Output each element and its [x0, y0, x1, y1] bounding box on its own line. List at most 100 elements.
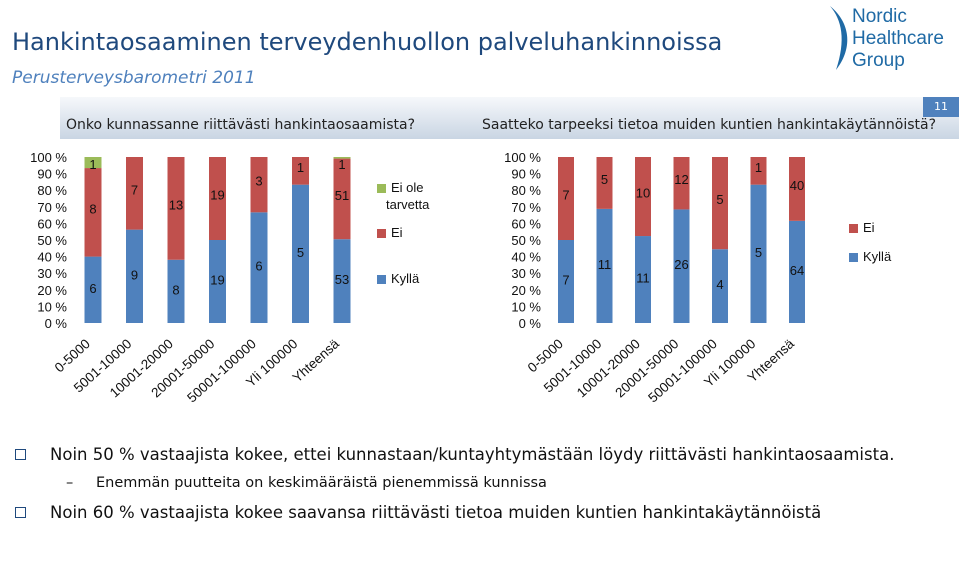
y-tick-label: 60 % — [511, 216, 541, 231]
nordic-healthcare-logo: Nordic Healthcare Group — [830, 6, 944, 71]
logo-swoosh-icon — [830, 6, 848, 70]
legend-label: Ei — [391, 225, 403, 240]
data-label: 40 — [790, 178, 804, 193]
bar-segment-kylla — [209, 240, 226, 323]
data-label: 11 — [636, 271, 650, 286]
data-label: 64 — [790, 263, 804, 278]
data-label: 8 — [172, 282, 179, 297]
data-label: 4 — [716, 277, 723, 292]
data-label: 26 — [674, 257, 688, 272]
data-label: 11 — [598, 257, 612, 272]
data-label: 51 — [335, 188, 349, 203]
page-number: 11 — [923, 97, 959, 117]
data-label: 53 — [335, 272, 349, 287]
bar-segment-ei — [167, 157, 185, 260]
legend-label: Ei ole — [391, 180, 424, 195]
bullet-item: Noin 60 % vastaajista kokee saavansa rii… — [10, 502, 950, 523]
y-tick-label: 0 % — [45, 316, 68, 331]
bar-segment-ei — [750, 157, 767, 185]
data-label: 5 — [755, 245, 762, 260]
y-tick-label: 90 % — [511, 167, 541, 182]
data-label: 5 — [601, 172, 608, 187]
bar-segment-ei — [596, 157, 613, 209]
bar-segment-ei — [635, 157, 651, 237]
page-subtitle: Perusterveysbarometri 2011 — [12, 68, 256, 88]
y-tick-label: 30 % — [511, 266, 541, 281]
bar-segment-ei — [673, 157, 690, 210]
bar-segment-ei — [333, 158, 351, 240]
data-label: 7 — [562, 188, 569, 203]
legend-swatch — [377, 275, 386, 284]
y-tick-label: 50 % — [37, 233, 67, 248]
logo-line: Nordic — [852, 6, 907, 27]
data-label: 1 — [297, 160, 304, 175]
y-tick-label: 60 % — [37, 216, 67, 231]
bullet-text: Noin 60 % vastaajista kokee saavansa rii… — [50, 503, 822, 522]
bar-segment-kylla — [596, 208, 613, 323]
data-label: 6 — [89, 281, 96, 296]
y-tick-label: 70 % — [37, 200, 67, 215]
sub-bullet-text: Enemmän puutteita on keskimääräistä pien… — [96, 475, 547, 491]
data-label: 5 — [716, 192, 723, 207]
y-tick-label: 90 % — [37, 167, 67, 182]
bar-segment-ei — [209, 157, 226, 240]
checkbox-bullet-icon — [15, 507, 26, 518]
bullet-text: Noin 50 % vastaajista kokee, ettei kunna… — [50, 445, 895, 464]
data-label: 3 — [255, 174, 262, 189]
chart2-question: Saatteko tarpeeksi tietoa muiden kuntien… — [482, 117, 937, 133]
y-tick-label: 20 % — [37, 283, 67, 298]
bullet-list: Noin 50 % vastaajista kokee, ettei kunna… — [10, 444, 950, 523]
y-tick-label: 0 % — [519, 316, 542, 331]
bar-segment-kylla — [673, 209, 690, 323]
y-tick-label: 80 % — [511, 183, 541, 198]
bar-segment-kylla — [789, 220, 805, 323]
legend-swatch — [849, 224, 858, 233]
bar-segment-kylla — [84, 256, 102, 323]
bar-segment-ei-ole-tarvetta — [84, 157, 102, 169]
checkbox-bullet-icon — [15, 449, 26, 460]
bar-segment-kylla — [167, 259, 185, 323]
data-label: 6 — [255, 259, 262, 274]
y-tick-label: 80 % — [37, 183, 67, 198]
bar-segment-ei — [292, 157, 309, 185]
bar-segment-ei — [84, 168, 102, 257]
bar-segment-kylla — [333, 239, 351, 323]
bar-segment-kylla — [750, 184, 767, 323]
data-label: 7 — [562, 273, 569, 288]
bar-segment-kylla — [635, 236, 651, 323]
y-tick-label: 20 % — [511, 283, 541, 298]
y-tick-label: 70 % — [511, 200, 541, 215]
legend-label: tarvetta — [386, 197, 430, 212]
bar-segment-ei-ole-tarvetta — [333, 157, 351, 159]
logo-line: Healthcare — [852, 28, 944, 49]
y-tick-label: 100 % — [30, 150, 67, 165]
y-tick-label: 40 % — [37, 250, 67, 265]
bar-segment-ei — [789, 157, 805, 221]
data-label: 1 — [89, 157, 96, 172]
data-label: 12 — [674, 172, 688, 187]
data-label: 19 — [210, 273, 224, 288]
y-tick-label: 10 % — [37, 299, 67, 314]
data-label: 13 — [169, 197, 183, 212]
charts-canvas: 100 %90 %80 %70 %60 %50 %40 %30 %20 %10 … — [30, 150, 892, 406]
legend-label: Ei — [863, 220, 875, 235]
bar-segment-ei — [250, 157, 268, 213]
data-label: 1 — [338, 157, 345, 172]
bar-segment-kylla — [126, 229, 143, 323]
data-label: 5 — [297, 245, 304, 260]
page-title: Hankintaosaaminen terveydenhuollon palve… — [12, 28, 723, 56]
x-tick-label: Yhteensä — [290, 336, 343, 386]
data-label: 9 — [131, 267, 138, 282]
legend-swatch — [377, 229, 386, 238]
sub-bullet-item: – Enemmän puutteita on keskimääräistä pi… — [10, 473, 950, 493]
y-tick-label: 30 % — [37, 266, 67, 281]
chart1-question: Onko kunnassanne riittävästi hankintaosa… — [66, 117, 416, 133]
bar-segment-ei — [126, 157, 143, 230]
data-label: 1 — [755, 160, 762, 175]
data-label: 19 — [210, 188, 224, 203]
bar-segment-ei — [712, 157, 728, 250]
bar-segment-kylla — [292, 184, 309, 323]
bar-segment-kylla — [250, 212, 268, 323]
data-label: 8 — [89, 201, 96, 216]
y-tick-label: 40 % — [511, 250, 541, 265]
